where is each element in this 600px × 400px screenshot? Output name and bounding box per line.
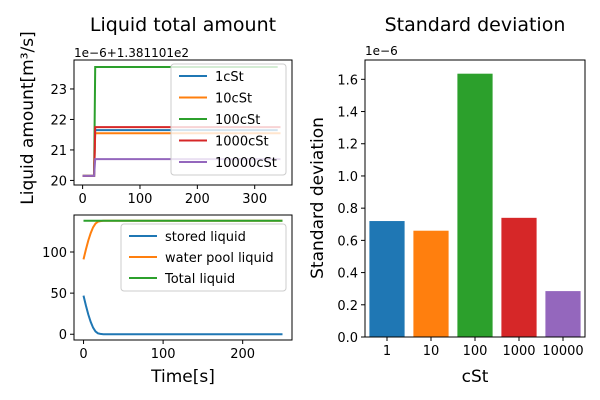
x-tick-label: 300 bbox=[242, 192, 267, 207]
y-tick-label: 1.2 bbox=[337, 138, 358, 153]
legend-label: water pool liquid bbox=[165, 251, 274, 266]
plot-frame bbox=[364, 59, 586, 338]
y-tick-label: 0.6 bbox=[337, 234, 358, 249]
right-y-offset-text: 1e−6 bbox=[365, 44, 398, 58]
y-tick-label: 23 bbox=[50, 83, 67, 98]
left-top-chart-title: Liquid total amount bbox=[90, 14, 276, 36]
y-tick-label: 50 bbox=[50, 287, 67, 302]
chart-layer: 0 100 200 300202122231cSt10cSt100cSt1000cSt… bbox=[42, 59, 586, 362]
x-tick-label: 100 bbox=[151, 347, 176, 362]
legend-label: 10cSt bbox=[215, 92, 252, 107]
legend-box bbox=[120, 223, 287, 292]
bar-1000 bbox=[501, 217, 537, 337]
y-tick-label: 0.4 bbox=[337, 267, 358, 282]
series-line-stored-liquid bbox=[82, 295, 283, 336]
y-tick-label: 0.0 bbox=[337, 331, 358, 346]
legend-label: 10000cSt bbox=[215, 156, 277, 171]
bar-10000 bbox=[545, 291, 581, 337]
y-tick-label: 21 bbox=[50, 144, 67, 159]
y-tick-label: 22 bbox=[50, 113, 67, 128]
legend-label: stored liquid bbox=[165, 230, 246, 245]
y-tick-label: 100 bbox=[42, 246, 67, 261]
x-tick-label: 0 bbox=[79, 347, 87, 362]
y-tick-label: 1.4 bbox=[337, 106, 358, 121]
legend-label: 1cSt bbox=[215, 70, 244, 85]
y-tick-label: 0.2 bbox=[337, 299, 358, 314]
y-tick-label: 20 bbox=[50, 174, 67, 189]
y-tick-label: 1.0 bbox=[337, 170, 358, 185]
x-tick-label: 0 bbox=[78, 192, 86, 207]
legend-label: 1000cSt bbox=[215, 135, 269, 150]
right-chart-title: Standard deviation bbox=[385, 14, 566, 36]
legend-label: Total liquid bbox=[164, 272, 235, 287]
plot-frame bbox=[73, 59, 293, 186]
right-x-axis-label: cSt bbox=[462, 367, 489, 387]
x-tick-label: 1000 bbox=[502, 344, 535, 359]
x-tick-label: 1 bbox=[383, 344, 391, 359]
left-top-y-offset-text: 1e−6+1.381101e2 bbox=[74, 46, 189, 60]
y-tick-label: 0 bbox=[59, 328, 67, 343]
y-tick-label: 0.8 bbox=[337, 202, 358, 217]
right-y-axis-label: Standard deviation bbox=[308, 117, 328, 279]
x-tick-label: 200 bbox=[185, 192, 210, 207]
x-tick-label: 100 bbox=[128, 192, 153, 207]
left-y-axis-label: Liquid amount[m³/s] bbox=[18, 31, 38, 205]
left-bottom-x-axis-label: Time[s] bbox=[150, 367, 215, 387]
plot-frame bbox=[73, 214, 293, 341]
x-tick-label: 100 bbox=[463, 344, 488, 359]
y-tick-label: 1.6 bbox=[337, 73, 358, 88]
legend-label: 100cSt bbox=[215, 113, 260, 128]
bar-10 bbox=[413, 230, 449, 337]
legend-box bbox=[170, 63, 287, 176]
x-tick-label: 10 bbox=[423, 344, 440, 359]
bar-1 bbox=[369, 221, 405, 337]
x-tick-label: 200 bbox=[230, 347, 255, 362]
x-tick-label: 10000 bbox=[542, 344, 583, 359]
bar-100 bbox=[457, 73, 493, 337]
